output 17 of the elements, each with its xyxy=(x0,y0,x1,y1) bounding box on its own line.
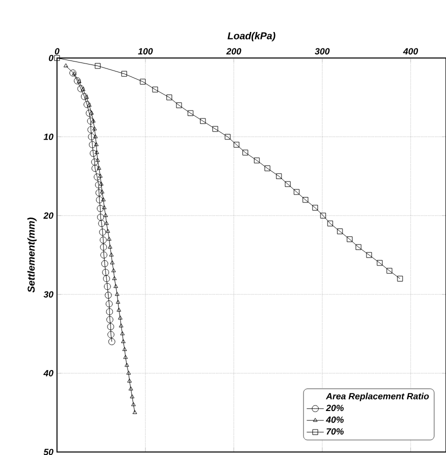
x-tick-label: 100 xyxy=(138,48,153,54)
legend-label: 20% xyxy=(326,404,344,412)
legend-label: 70% xyxy=(326,428,344,435)
legend-label: 40% xyxy=(326,416,344,423)
y-axis-title: Settlement(mm) xyxy=(27,218,37,293)
y-tick-label: 40 xyxy=(43,370,54,376)
x-tick-label: 200 xyxy=(226,48,242,54)
legend-title: Area Replacement Ratio xyxy=(326,392,429,402)
y-tick-label: 0 xyxy=(48,54,54,62)
x-tick-label: 0 xyxy=(54,48,60,54)
y-tick-label: 50 xyxy=(44,448,54,455)
y-tick-label: 10 xyxy=(44,134,54,140)
x-axis-title: Load(kPa) xyxy=(228,32,276,42)
x-tick-label: 300 xyxy=(314,48,330,54)
y-tick-label: 30 xyxy=(44,291,54,298)
x-tick-label: 400 xyxy=(403,48,418,54)
y-tick-label: 20 xyxy=(43,212,54,219)
